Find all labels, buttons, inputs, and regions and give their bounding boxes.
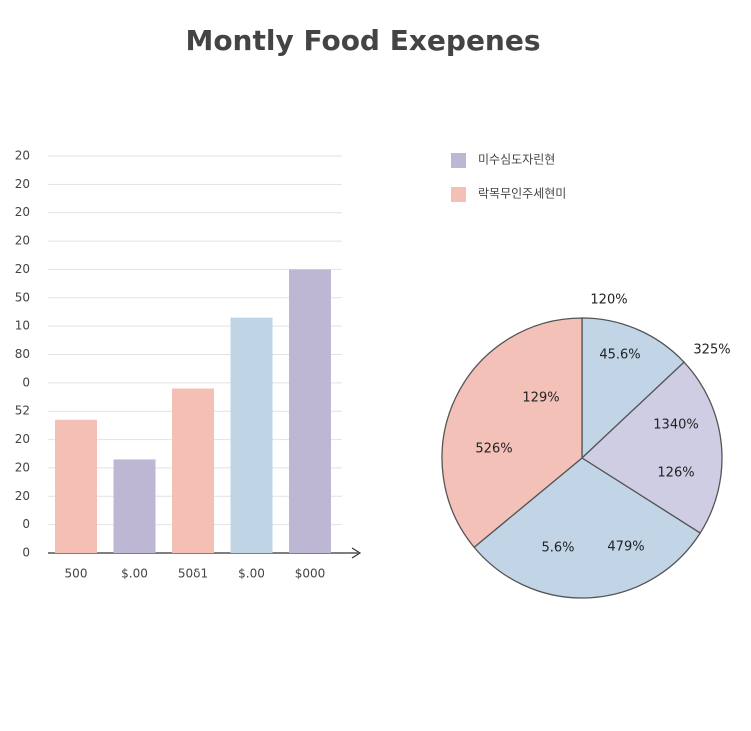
- y-tick-label: 52: [15, 404, 30, 418]
- annotation: 325%: [693, 343, 730, 358]
- bar: [289, 269, 331, 553]
- y-tick-label: 10: [15, 319, 30, 333]
- annotation: 5.6%: [541, 541, 574, 556]
- y-tick-label: 20: [15, 489, 30, 503]
- bar: [172, 388, 214, 553]
- x-tick-label: $000: [295, 567, 326, 581]
- chart-title: Montly Food Exepenes: [185, 24, 540, 57]
- x-tick-label: $.00: [121, 567, 148, 581]
- y-tick-label: 0: [22, 517, 30, 531]
- legend-swatch: [451, 153, 466, 168]
- bar: [55, 419, 97, 553]
- axis-arrow: [351, 547, 362, 559]
- y-tick-label: 20: [15, 177, 30, 191]
- y-tick-label: 20: [15, 149, 30, 163]
- annotation: 479%: [607, 540, 644, 555]
- legend-label: 미수심도자린현: [478, 153, 555, 167]
- y-tick-label: 0: [22, 375, 30, 389]
- x-tick-label: 50δ1: [178, 567, 208, 581]
- y-tick-label: 50: [15, 290, 30, 304]
- annotation: 129%: [522, 391, 559, 406]
- legend-label: 락목무인주세현미: [478, 187, 566, 201]
- annotation: 526%: [475, 442, 512, 457]
- x-tick-label: 500: [65, 567, 88, 581]
- y-tick-label: 20: [15, 234, 30, 248]
- y-tick-label: 20: [15, 432, 30, 446]
- y-tick-label: 20: [15, 262, 30, 276]
- legend-swatch: [451, 187, 466, 202]
- annotation: 126%: [657, 466, 694, 481]
- y-tick-label: 0: [22, 546, 30, 560]
- annotation: 1340%: [653, 418, 698, 433]
- pie-slice: [580, 361, 723, 534]
- pie-slice: [441, 317, 583, 549]
- annotation: 45.6%: [599, 348, 640, 363]
- y-tick-label: 80: [15, 347, 30, 361]
- pie-slice: [581, 317, 685, 460]
- y-tick-label: 20: [15, 205, 30, 219]
- bar: [230, 317, 273, 553]
- annotation: 120%: [590, 293, 627, 308]
- bar: [113, 459, 156, 553]
- y-tick-label: 20: [15, 460, 30, 474]
- pie-slice: [473, 457, 702, 599]
- x-tick-label: $.00: [238, 567, 265, 581]
